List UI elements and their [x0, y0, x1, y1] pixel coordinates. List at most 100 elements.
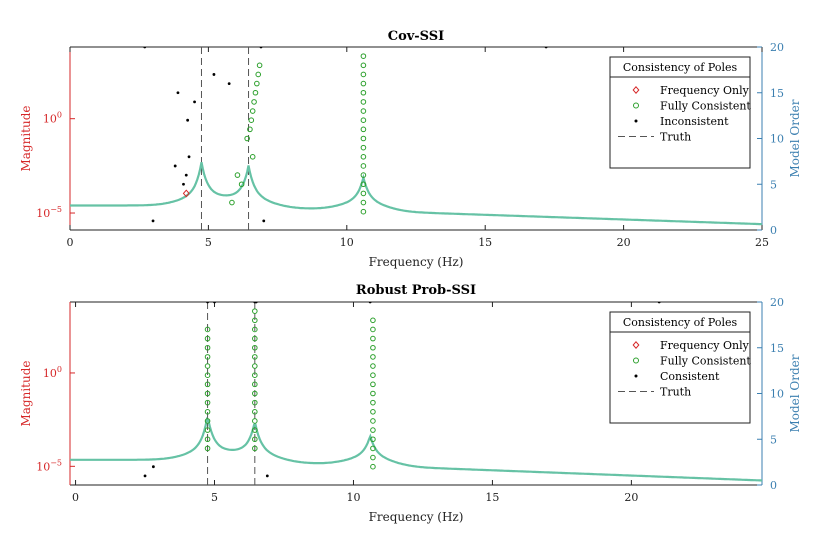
tick-exponent: −5	[50, 205, 62, 214]
fully-consistent-point	[360, 154, 367, 160]
fully-consistent-point	[360, 181, 367, 188]
x-axis-label: Frequency (Hz)	[369, 510, 464, 524]
fully-consistent-point	[370, 427, 376, 433]
fully-consistent-point	[360, 199, 367, 206]
fully-consistent-point	[204, 418, 211, 424]
cov-ssi-panel: Cov-SSI 0 5 10 15 20 25 Frequency (Hz) 0 5 10 15 20 M…	[19, 29, 802, 269]
fully-consistent-point	[252, 344, 258, 351]
legend-marker-dot	[634, 119, 638, 123]
inconsistent-point	[143, 47, 147, 49]
fully-consistent-point	[360, 126, 367, 133]
inconsistent-point	[176, 91, 180, 95]
legend-box	[609, 56, 751, 169]
right-tick-label: 5	[770, 178, 777, 191]
tick-exponent: 0	[57, 365, 62, 374]
fully-consistent-point	[204, 354, 211, 360]
fully-consistent-point	[370, 344, 376, 351]
fully-consistent-point	[360, 190, 367, 197]
fully-consistent-point	[370, 372, 376, 379]
legend-entry: Consistent	[660, 370, 720, 383]
fully-consistent-point	[252, 381, 258, 388]
fully-consistent-point	[252, 317, 258, 324]
x-tick-label: 20	[624, 491, 638, 504]
fully-consistent-point	[360, 53, 367, 59]
inconsistent-point	[151, 219, 155, 223]
fully-consistent-point	[360, 163, 367, 169]
tick-exponent: 0	[57, 111, 62, 120]
robust-prob-ssi-panel: Robust Prob-SSI 0 5 10 15 20 Frequency (Hz) 0 5 1…	[19, 283, 802, 524]
legend-entry: Frequency Only	[660, 339, 750, 352]
inconsistent-point	[184, 173, 188, 177]
fully-consistent-point	[204, 436, 211, 443]
fully-consistent-point	[252, 427, 258, 433]
fully-consistent-point	[370, 390, 376, 397]
left-tick-label: 100	[43, 365, 62, 380]
fully-consistent-point	[360, 108, 367, 114]
x-tick-label: 0	[72, 491, 79, 504]
legend-entry: Fully Consistent	[660, 355, 751, 368]
fully-consistent-point	[360, 144, 367, 151]
fully-consistent-point	[204, 335, 211, 342]
right-tick-label: 20	[770, 41, 784, 54]
right-tick-label: 0	[770, 224, 777, 237]
fully-consistent-point	[204, 344, 211, 351]
fully-consistent-point	[370, 381, 376, 388]
inconsistent-point	[186, 118, 190, 122]
fully-consistent-point	[252, 409, 258, 415]
legend-box	[609, 311, 751, 424]
fully-consistent-point	[370, 317, 376, 324]
legend-marker-dot	[634, 374, 638, 378]
x-axis-label: Frequency (Hz)	[369, 255, 464, 269]
right-tick-label: 10	[770, 388, 784, 401]
legend-marker-fully-consistent	[633, 102, 639, 109]
inconsistent-point	[227, 82, 231, 85]
fully-consistent-point	[204, 445, 211, 452]
fully-consistent-point	[252, 445, 258, 452]
left-tick-label: 100	[43, 111, 62, 126]
magnitude-curve	[70, 416, 762, 482]
right-tick-label: 15	[770, 342, 784, 355]
consistent-point	[151, 465, 155, 469]
legend: Consistency of Poles Frequency Only Fully …	[609, 56, 751, 169]
fully-consistent-point	[360, 71, 367, 78]
fully-consistent-point	[249, 154, 256, 160]
fully-consistent-point	[370, 399, 376, 406]
tick-base: 10	[43, 113, 57, 126]
fully-consistent-point	[247, 126, 253, 133]
fully-consistent-point	[360, 117, 367, 123]
right-tick-label: 10	[770, 133, 784, 146]
tick-exponent: −5	[50, 458, 62, 467]
fully-consistent-point	[204, 326, 211, 333]
inconsistent-point	[544, 47, 548, 49]
fully-consistent-point	[370, 418, 376, 424]
right-tick-label: 20	[770, 296, 784, 309]
legend-entry: Fully Consistent	[660, 100, 751, 113]
x-tick-label: 15	[485, 491, 499, 504]
fully-consistent-point	[204, 363, 211, 369]
frequency-only-point	[182, 189, 190, 198]
legend-entry: Truth	[660, 386, 691, 399]
fully-consistent-point	[370, 463, 376, 470]
legend: Consistency of Poles Frequency Only Fully …	[609, 311, 751, 424]
fully-consistent-point	[370, 354, 376, 360]
fully-consistent-point	[252, 372, 258, 379]
fully-consistent-point	[360, 208, 367, 215]
fully-consistent-point	[204, 399, 211, 406]
fully-consistent-point	[229, 199, 235, 206]
fully-consistent-point	[204, 390, 211, 397]
fully-consistent-point	[360, 99, 367, 105]
chart-title: Robust Prob-SSI	[356, 283, 476, 298]
fully-consistent-point	[252, 436, 258, 443]
fully-consistent-point	[252, 354, 258, 360]
legend-entry: Truth	[660, 131, 691, 144]
plot-area	[70, 302, 762, 485]
fully-consistent-point	[255, 71, 262, 78]
fully-consistent-point	[256, 62, 263, 69]
fully-consistent-point	[204, 427, 211, 433]
right-tick-label: 5	[770, 433, 777, 446]
chart-title: Cov-SSI	[388, 29, 445, 44]
consistent-point	[368, 302, 372, 304]
fully-consistent-point	[360, 62, 367, 69]
left-tick-label: 10−5	[36, 458, 62, 473]
fully-consistent-point	[360, 172, 367, 178]
